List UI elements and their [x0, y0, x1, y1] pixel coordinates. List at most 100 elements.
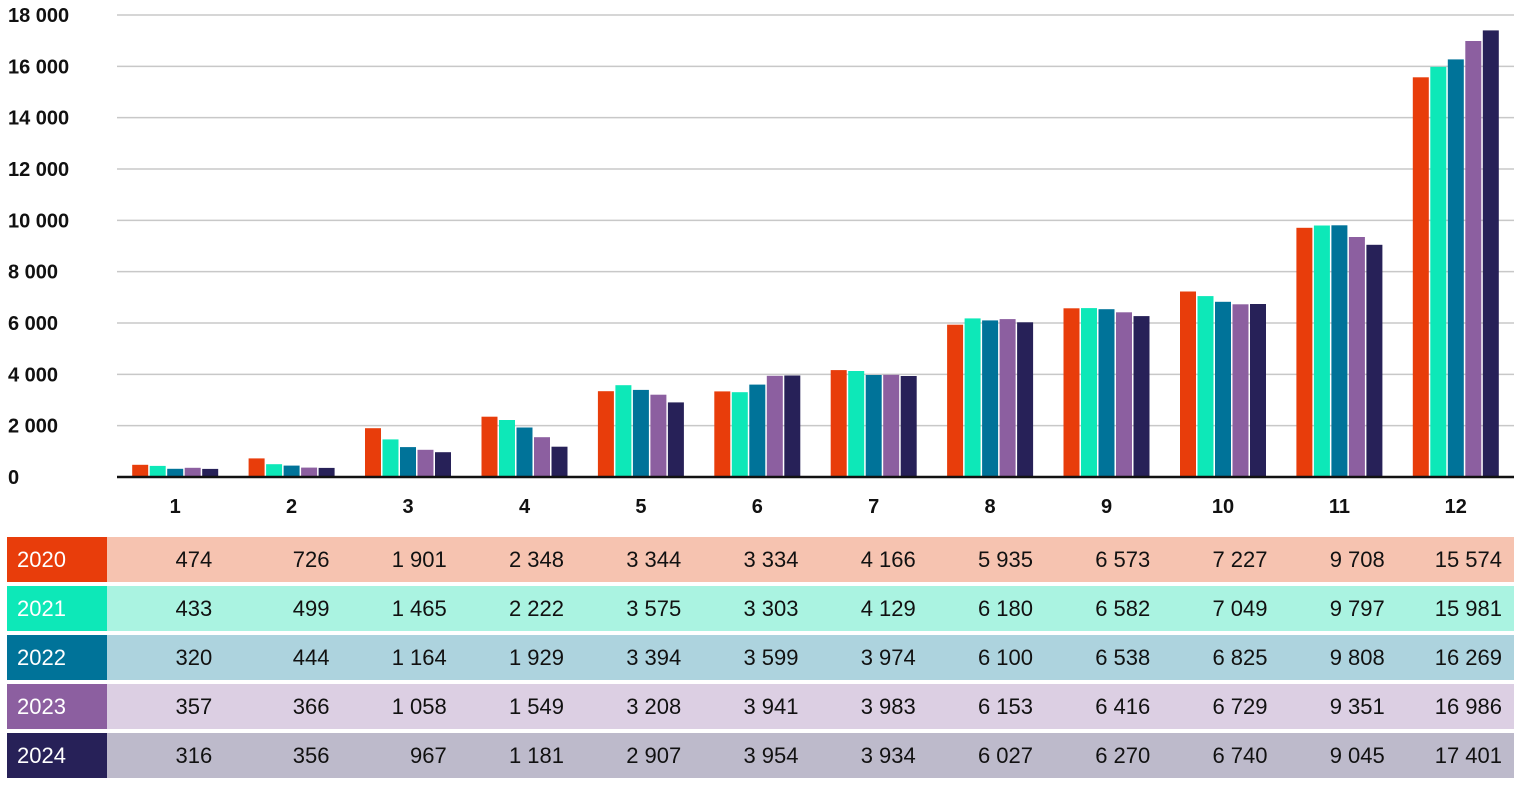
y-tick-label: 18 000: [8, 5, 69, 27]
table-cell: 3 303: [693, 586, 811, 631]
bar-2022-cat-6: [749, 384, 766, 477]
x-tick-label: 2: [286, 496, 297, 518]
bar-2020-cat-12: [1412, 77, 1429, 478]
table-cell: 6 825: [1162, 635, 1280, 680]
x-tick-label: 9: [1101, 496, 1112, 518]
x-tick-label: 4: [519, 496, 531, 518]
bar-2024-cat-11: [1366, 244, 1383, 477]
year-label: 2022: [7, 635, 107, 680]
table-cell: 7 049: [1162, 586, 1280, 631]
table-cell: 6 100: [927, 635, 1045, 680]
bar-2020-cat-10: [1180, 291, 1196, 477]
table-cell: 6 573: [1045, 537, 1163, 582]
bar-2024-cat-7: [900, 376, 917, 477]
bar-2020-cat-6: [714, 391, 731, 477]
table-cell: 3 974: [810, 635, 928, 680]
table-cell: 6 740: [1162, 733, 1280, 778]
bar-2022-cat-2: [283, 465, 300, 477]
bar-2021-cat-12: [1430, 66, 1447, 478]
bar-2023-cat-5: [650, 394, 667, 477]
table-cell: 499: [224, 586, 342, 631]
bar-2022-cat-7: [865, 375, 882, 477]
table-cell: 17 401: [1396, 733, 1514, 778]
table-cell: 1 181: [458, 733, 576, 778]
bar-2024-cat-3: [435, 452, 451, 477]
x-tick-label: 1: [170, 496, 181, 518]
bar-2022-cat-3: [400, 447, 416, 477]
table-cell: 474: [107, 537, 225, 582]
table-cell: 3 954: [693, 733, 811, 778]
table-cell: 3 575: [576, 586, 694, 631]
x-tick-label: 3: [402, 496, 413, 518]
table-cell: 6 582: [1045, 586, 1163, 631]
year-label: 2021: [7, 586, 107, 631]
table-cell: 9 708: [1279, 537, 1397, 582]
table-cell: 2 348: [458, 537, 576, 582]
bar-2022-cat-12: [1447, 59, 1464, 478]
x-tick-label: 5: [635, 496, 646, 518]
table-cell: 1 465: [341, 586, 459, 631]
bar-2021-cat-6: [731, 392, 748, 477]
table-cell: 1 549: [458, 684, 576, 729]
bar-2024-cat-4: [551, 446, 568, 477]
y-tick-label: 2 000: [8, 416, 58, 438]
table-cell: 9 351: [1279, 684, 1397, 729]
bar-2021-cat-1: [149, 465, 166, 477]
year-label: 2024: [7, 733, 107, 778]
bar-2021-cat-8: [964, 318, 981, 477]
table-cell: 357: [107, 684, 225, 729]
bar-2021-cat-10: [1197, 296, 1214, 477]
bar-2023-cat-9: [1116, 312, 1132, 477]
bar-2022-cat-9: [1098, 309, 1115, 477]
table-cell: 3 934: [810, 733, 928, 778]
bar-2021-cat-7: [848, 371, 865, 477]
y-tick-label: 0: [8, 467, 19, 489]
bar-2023-cat-3: [417, 449, 434, 477]
table-row: 2021 433 499 1 465 2 222 3 575 3 303 4 129 6 180…: [7, 586, 1514, 631]
bar-2020-cat-5: [597, 391, 614, 477]
bar-2021-cat-2: [266, 464, 283, 477]
bar-2023-cat-1: [184, 467, 201, 477]
table-cell: 15 574: [1396, 537, 1514, 582]
bar-2023-cat-6: [766, 375, 783, 477]
x-tick-label: 10: [1212, 496, 1234, 518]
x-axis-tick-labels: 1 2 3 4 5 6 7 8 9 10 11 12: [170, 496, 1467, 518]
table-row: 2024 316 356 967 1 181 2 907 3 954 3 934 6 027 6 …: [7, 733, 1514, 778]
table-cell: 1 058: [341, 684, 459, 729]
bar-2020-cat-1: [132, 464, 149, 477]
table-row: 2022 320 444 1 164 1 929 3 394 3 599 3 974 6 100…: [7, 635, 1514, 680]
table-row: 2020 474 726 1 901 2 348 3 344 3 334 4 166 5 935…: [7, 537, 1514, 582]
bar-2021-cat-9: [1081, 308, 1097, 477]
data-table: 2020 474 726 1 901 2 348 3 344 3 334 4 166 5 935…: [7, 533, 1514, 782]
bar-2022-cat-4: [516, 427, 533, 477]
table-cell: 2 907: [576, 733, 694, 778]
bar-2024-cat-10: [1250, 304, 1266, 477]
bar-2022-cat-8: [982, 320, 999, 477]
table-cell: 3 344: [576, 537, 694, 582]
table-cell: 7 227: [1162, 537, 1280, 582]
x-tick-label: 11: [1329, 496, 1350, 518]
table-row: 2023 357 366 1 058 1 549 3 208 3 941 3 983 6 153…: [7, 684, 1514, 729]
table-cell: 1 901: [341, 537, 459, 582]
bar-2022-cat-1: [167, 468, 184, 477]
y-tick-label: 16 000: [8, 56, 69, 78]
bar-chart: 0 2 000 4 000 6 000 8 000 10 000 12 000 14 000 1…: [8, 5, 1514, 518]
bar-2023-cat-11: [1348, 237, 1365, 477]
bar-2020-cat-4: [481, 416, 498, 477]
table-cell: 967: [341, 733, 459, 778]
table-cell: 3 983: [810, 684, 928, 729]
table-cell: 444: [224, 635, 342, 680]
table-cell: 9 797: [1279, 586, 1397, 631]
bar-2020-cat-7: [830, 370, 847, 477]
bar-2020-cat-8: [947, 324, 964, 477]
gridlines: [117, 14, 1514, 427]
y-tick-label: 12 000: [8, 159, 69, 181]
table-cell: 6 027: [927, 733, 1045, 778]
y-tick-label: 10 000: [8, 210, 69, 232]
table-cell: 6 180: [927, 586, 1045, 631]
table-cell: 16 986: [1396, 684, 1514, 729]
data-table-body: 2020 474 726 1 901 2 348 3 344 3 334 4 166 5 935…: [7, 537, 1514, 778]
table-cell: 4 129: [810, 586, 928, 631]
bar-2024-cat-2: [318, 467, 335, 477]
bar-2023-cat-8: [999, 319, 1016, 477]
